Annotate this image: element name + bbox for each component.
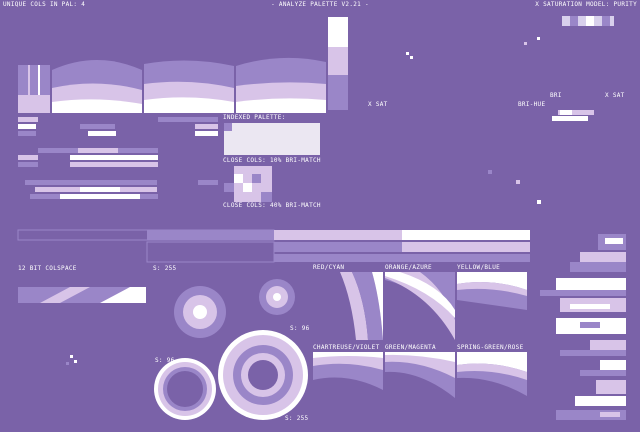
- label: BRI-HUE: [518, 101, 545, 108]
- label: 12 BIT COLSPACE: [18, 265, 77, 272]
- bri-sat-bars: [552, 110, 594, 121]
- label: INDEXED PALETTE:: [223, 114, 286, 121]
- pair-label: ORANGE/AZURE: [385, 264, 432, 271]
- bar-rows: [18, 117, 218, 199]
- pair-panels: [313, 272, 527, 398]
- colspace-strip: [18, 287, 146, 303]
- pair-label: SPRING-GREEN/ROSE: [457, 344, 524, 351]
- wheel: [154, 279, 308, 420]
- title: - ANALYZE PALETTE V2.21 -: [271, 1, 369, 8]
- wheel-label: S: 255: [285, 415, 309, 422]
- pair-label: RED/CYAN: [313, 264, 344, 271]
- unique-count: UNIQUE COLS IN PAL: 4: [3, 1, 85, 8]
- stripes: [18, 65, 50, 113]
- close-grid: [224, 166, 272, 202]
- pair-label: CHARTREUSE/VIOLET: [313, 344, 380, 351]
- pair-label: GREEN/MAGENTA: [385, 344, 436, 351]
- indexed-palette: [224, 123, 320, 155]
- swatches: [562, 16, 614, 26]
- wheel-label: S: 96: [155, 357, 175, 364]
- label: CLOSE COLS: 40% BRI-MATCH: [223, 202, 321, 209]
- sat-model[interactable]: X SATURATION MODEL: PURITY: [535, 1, 637, 8]
- pair-label: YELLOW/BLUE: [457, 264, 500, 271]
- dots: [66, 37, 541, 365]
- bri-bar: [328, 17, 348, 110]
- label: X SAT: [368, 101, 388, 108]
- label: X SAT: [605, 92, 625, 99]
- waves: [52, 57, 326, 113]
- label: CLOSE COLS: 10% BRI-MATCH: [223, 157, 321, 164]
- label: BRI: [550, 92, 562, 99]
- wide-bars: [17, 229, 530, 263]
- wheel-label: S: 96: [290, 325, 310, 332]
- indexed-swatch: [224, 123, 232, 131]
- right-stacks: [540, 234, 626, 420]
- wheel-label: S: 255: [153, 265, 177, 272]
